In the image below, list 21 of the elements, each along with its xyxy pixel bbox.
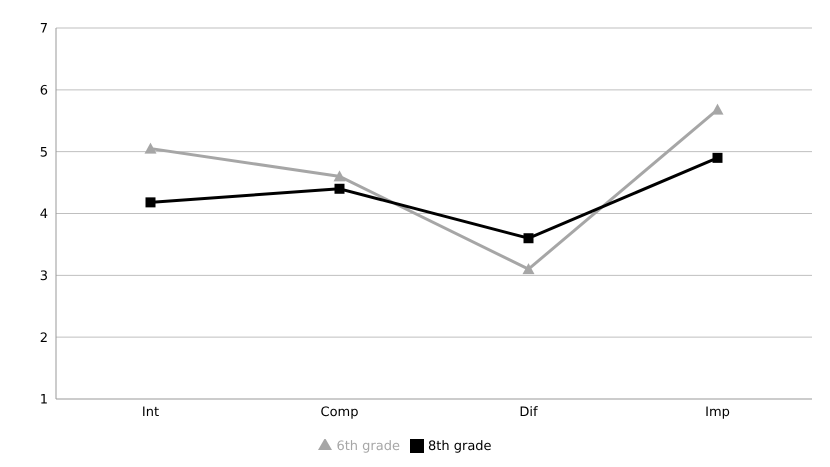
point (334, 170, 346, 182)
x-tick-label: Dif (519, 405, 538, 420)
y-tick-label: 7 (40, 22, 48, 37)
point (334, 184, 344, 194)
x-tick-label: Imp (705, 405, 730, 420)
y-tick-label: 4 (40, 207, 48, 222)
x-tick-label: Comp (320, 405, 358, 420)
y-tick-label: 6 (40, 83, 48, 98)
y-tick-label: 5 (40, 145, 48, 160)
legend-label: 8th grade (428, 439, 492, 454)
y-tick-label: 1 (40, 392, 48, 408)
point (522, 263, 534, 274)
legend-label: 6th grade (336, 439, 400, 454)
point (144, 142, 156, 154)
point (524, 233, 534, 244)
y-tick-label: 2 (40, 330, 48, 346)
x-tick-label: Int (142, 405, 160, 420)
point (712, 104, 724, 115)
y-tick-label: 3 (40, 268, 48, 284)
point (712, 152, 722, 163)
point (146, 197, 156, 208)
